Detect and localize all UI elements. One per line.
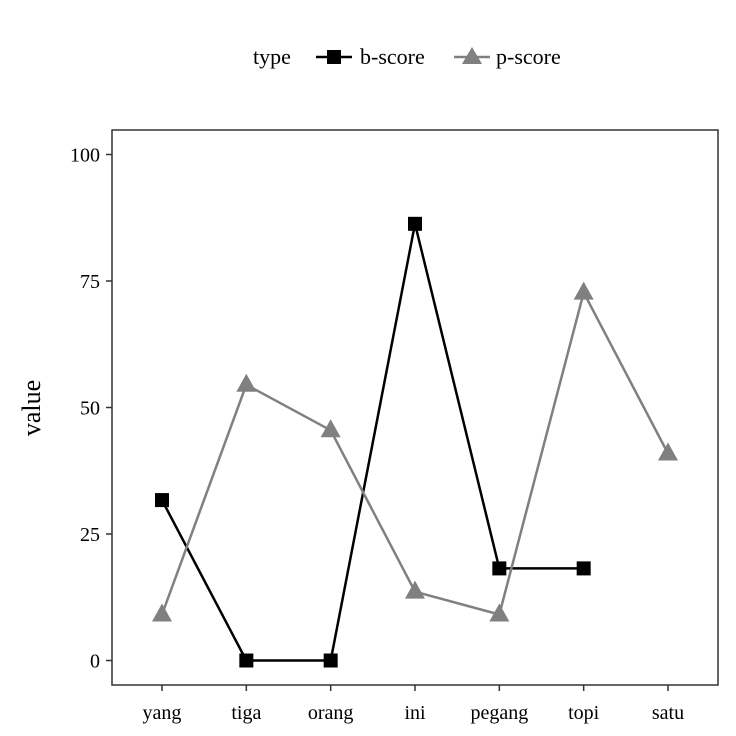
x-tick-label-yang: yang [143, 702, 182, 724]
point-b-score-orang [323, 653, 338, 668]
point-b-score-tiga [239, 653, 254, 668]
point-b-score-ini [408, 216, 422, 231]
legend-item-p-score: p-score [454, 44, 561, 69]
y-axis-title: value [17, 380, 46, 436]
plot-panel [111, 129, 719, 686]
y-tick-label-75: 75 [80, 271, 100, 293]
series-line-p-score [160, 291, 670, 616]
x-tick-label-ini: ini [404, 702, 426, 724]
axes: 0 25 50 75 100 yang tiga orang ini pegang topi satu [70, 145, 684, 725]
point-p-score-ini [405, 580, 425, 599]
x-tick-label-satu: satu [652, 702, 684, 724]
legend-label-b-score: b-score [360, 44, 425, 69]
point-p-score-satu [658, 442, 678, 461]
x-tick-label-tiga: tiga [231, 702, 261, 724]
legend-key-marker-p-score [462, 47, 482, 64]
x-tick-label-pegang: pegang [470, 702, 528, 724]
point-p-score-yang [152, 603, 172, 622]
series-line-b-score [160, 222, 584, 662]
legend-item-b-score: b-score [316, 44, 425, 69]
point-p-score-orang [320, 419, 341, 438]
y-tick-label-25: 25 [80, 524, 100, 546]
y-tick-label-0: 0 [90, 651, 100, 673]
legend-label-p-score: p-score [496, 44, 561, 69]
series-markers [152, 216, 678, 668]
y-tick-label-100: 100 [70, 145, 100, 167]
point-b-score-yang [155, 493, 169, 508]
legend: type b-score p-score [253, 44, 561, 69]
point-b-score-topi [576, 561, 591, 576]
point-p-score-tiga [236, 373, 257, 392]
x-tick-label-topi: topi [568, 702, 600, 724]
y-tick-label-50: 50 [80, 398, 100, 420]
point-p-score-pegang [489, 603, 510, 622]
legend-key-marker-b-score [327, 50, 341, 64]
point-b-score-pegang [492, 561, 507, 576]
point-p-score-topi [573, 281, 594, 300]
legend-title: type [253, 44, 291, 69]
x-tick-label-orang: orang [308, 702, 354, 724]
